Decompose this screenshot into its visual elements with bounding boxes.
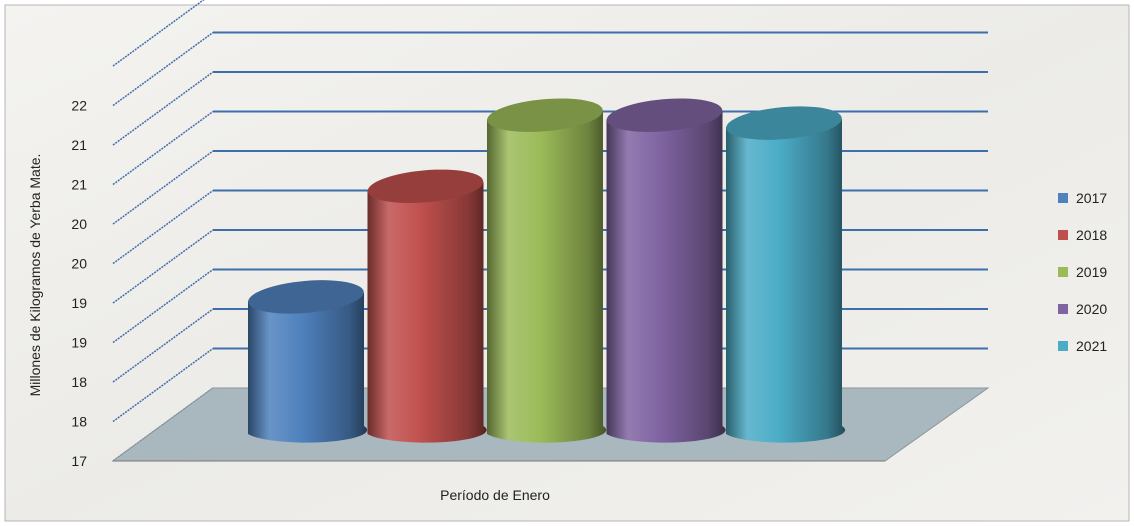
bar-top: [606, 98, 723, 132]
bar-top: [726, 106, 842, 140]
y-tick-label: 18: [71, 374, 87, 390]
bar-body: [606, 111, 726, 443]
bar-2018: [367, 169, 487, 443]
legend-swatch-2018: [1058, 230, 1068, 240]
legend-label-2021: 2021: [1076, 338, 1107, 354]
bar-2019: [487, 98, 607, 443]
legend-swatch-2020: [1058, 304, 1068, 314]
bar-2021: [726, 106, 846, 443]
bar-top: [367, 169, 484, 204]
y-tick-label: 22: [71, 98, 87, 114]
y-tick-labels: 17 18 18 19 19 20 20 21 21 22: [71, 98, 87, 470]
legend-swatch-2021: [1058, 341, 1068, 351]
bar-body: [367, 182, 487, 443]
side-gridline: [112, 31, 214, 107]
bars-layer: [248, 98, 846, 443]
side-gridline: [112, 347, 214, 423]
y-axis-label: Millones de Kilogramos de Yerba Mate.: [27, 154, 43, 397]
legend-label-2017: 2017: [1076, 190, 1107, 206]
y-tick-label: 21: [71, 137, 87, 153]
side-gridline: [112, 0, 205, 67]
y-tick-label: 19: [71, 295, 87, 311]
legend-label-2018: 2018: [1076, 227, 1107, 243]
y-tick-label: 20: [71, 256, 87, 272]
side-gridline: [112, 71, 214, 146]
bar-2020: [606, 98, 726, 443]
legend-swatch-2017: [1058, 193, 1068, 203]
legend: 2017 2018 2019 2020 2021: [1058, 190, 1107, 354]
legend-swatch-2019: [1058, 267, 1068, 277]
legend-label-2019: 2019: [1076, 264, 1107, 280]
side-gridline: [112, 189, 214, 265]
bar-top: [248, 280, 364, 314]
side-gridline: [112, 150, 214, 225]
bar-2017: [248, 280, 368, 443]
bar-body: [487, 111, 607, 443]
side-gridline: [112, 308, 214, 383]
legend-label-2020: 2020: [1076, 301, 1107, 317]
y-tick-label: 19: [71, 335, 87, 351]
y-tick-label: 18: [71, 414, 87, 430]
bar-top: [487, 98, 603, 132]
side-gridline: [112, 268, 214, 344]
side-gridline: [112, 110, 214, 186]
y-tick-label: 17: [71, 453, 87, 469]
x-axis-label: Período de Enero: [440, 487, 550, 503]
y-tick-label: 20: [71, 216, 87, 232]
bar-body: [248, 292, 368, 443]
y-tick-label: 21: [71, 177, 87, 193]
side-gridline: [112, 229, 214, 304]
bar-body: [726, 119, 846, 443]
